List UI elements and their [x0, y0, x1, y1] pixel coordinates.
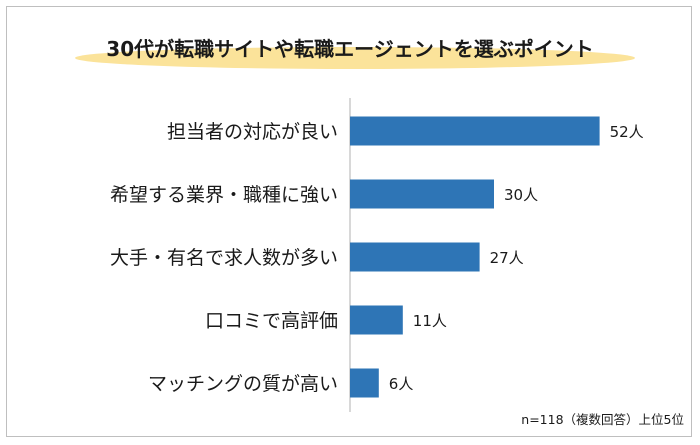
- sample-note: n=118（複数回答）上位5位: [521, 412, 684, 427]
- chart-title-group: 30代が転職サイトや転職エージェントを選ぶポイント: [75, 37, 635, 69]
- bar-2: [350, 179, 494, 209]
- category-label-3: 大手・有名で求人数が多い: [110, 247, 338, 269]
- category-labels: 担当者の対応が良い希望する業界・職種に強い大手・有名で求人数が多い口コミで高評価…: [110, 121, 338, 395]
- bars: [350, 116, 600, 398]
- value-label-1: 52人: [610, 123, 644, 141]
- value-label-4: 11人: [413, 312, 447, 330]
- value-label-5: 6人: [389, 375, 414, 393]
- category-label-4: 口コミで高評価: [205, 310, 338, 332]
- value-labels: 52人 30人 27人 11人 6人: [389, 123, 644, 393]
- bar-4: [350, 305, 403, 335]
- chart-frame: [6, 6, 692, 437]
- bar-5: [350, 368, 379, 398]
- bar-1: [350, 116, 600, 146]
- value-label-3: 27人: [490, 249, 524, 267]
- category-label-5: マッチングの質が高い: [148, 373, 338, 395]
- chart-title: 30代が転職サイトや転職エージェントを選ぶポイント: [106, 37, 593, 61]
- category-label-1: 担当者の対応が良い: [167, 121, 338, 143]
- bar-3: [350, 242, 480, 272]
- value-label-2: 30人: [504, 186, 538, 204]
- title-highlight: [75, 47, 635, 69]
- category-label-2: 希望する業界・職種に強い: [110, 184, 338, 206]
